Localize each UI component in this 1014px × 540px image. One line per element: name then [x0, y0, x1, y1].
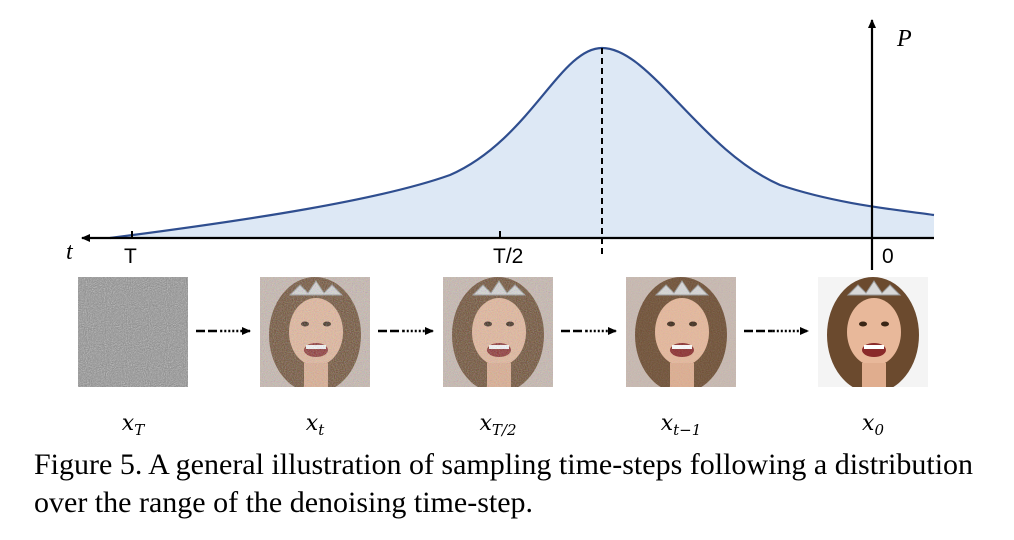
image-label: x0: [862, 411, 884, 439]
image-label: xt: [306, 411, 325, 439]
distribution-fill: [110, 48, 934, 238]
tick-label-T: T: [124, 245, 137, 268]
tick-label-zero: 0: [882, 245, 894, 268]
image-label: xt−1: [661, 411, 702, 439]
probability-axis-label: P: [896, 26, 912, 52]
caption-text: A general illustration of sampling time-…: [34, 448, 974, 519]
pure-noise-icon: [78, 277, 188, 387]
image-sequence: [78, 277, 928, 387]
image-label-subscript: T: [134, 421, 145, 439]
image-label-subscript: t: [318, 421, 325, 439]
image-label-subscript: 0: [874, 421, 884, 439]
time-axis-label: t: [66, 239, 74, 265]
noisy-face-icon: [626, 277, 736, 387]
caption-prefix: Figure 5.: [34, 448, 143, 481]
image-label-subscript: t−1: [673, 421, 701, 439]
figure-caption: Figure 5. A general illustration of samp…: [34, 446, 994, 522]
clean-face-icon: [818, 277, 928, 387]
image-label: xT/2: [479, 411, 516, 439]
image-label-subscript: T/2: [492, 421, 517, 439]
image-label: xT: [122, 411, 145, 439]
noisy-face-icon: [443, 277, 553, 387]
noisy-face-icon: [260, 277, 370, 387]
image-labels: xT xt xT/2 xt−1 x0: [122, 411, 885, 439]
distribution-curve: [109, 46, 935, 240]
tick-label-half: T/2: [493, 245, 523, 268]
